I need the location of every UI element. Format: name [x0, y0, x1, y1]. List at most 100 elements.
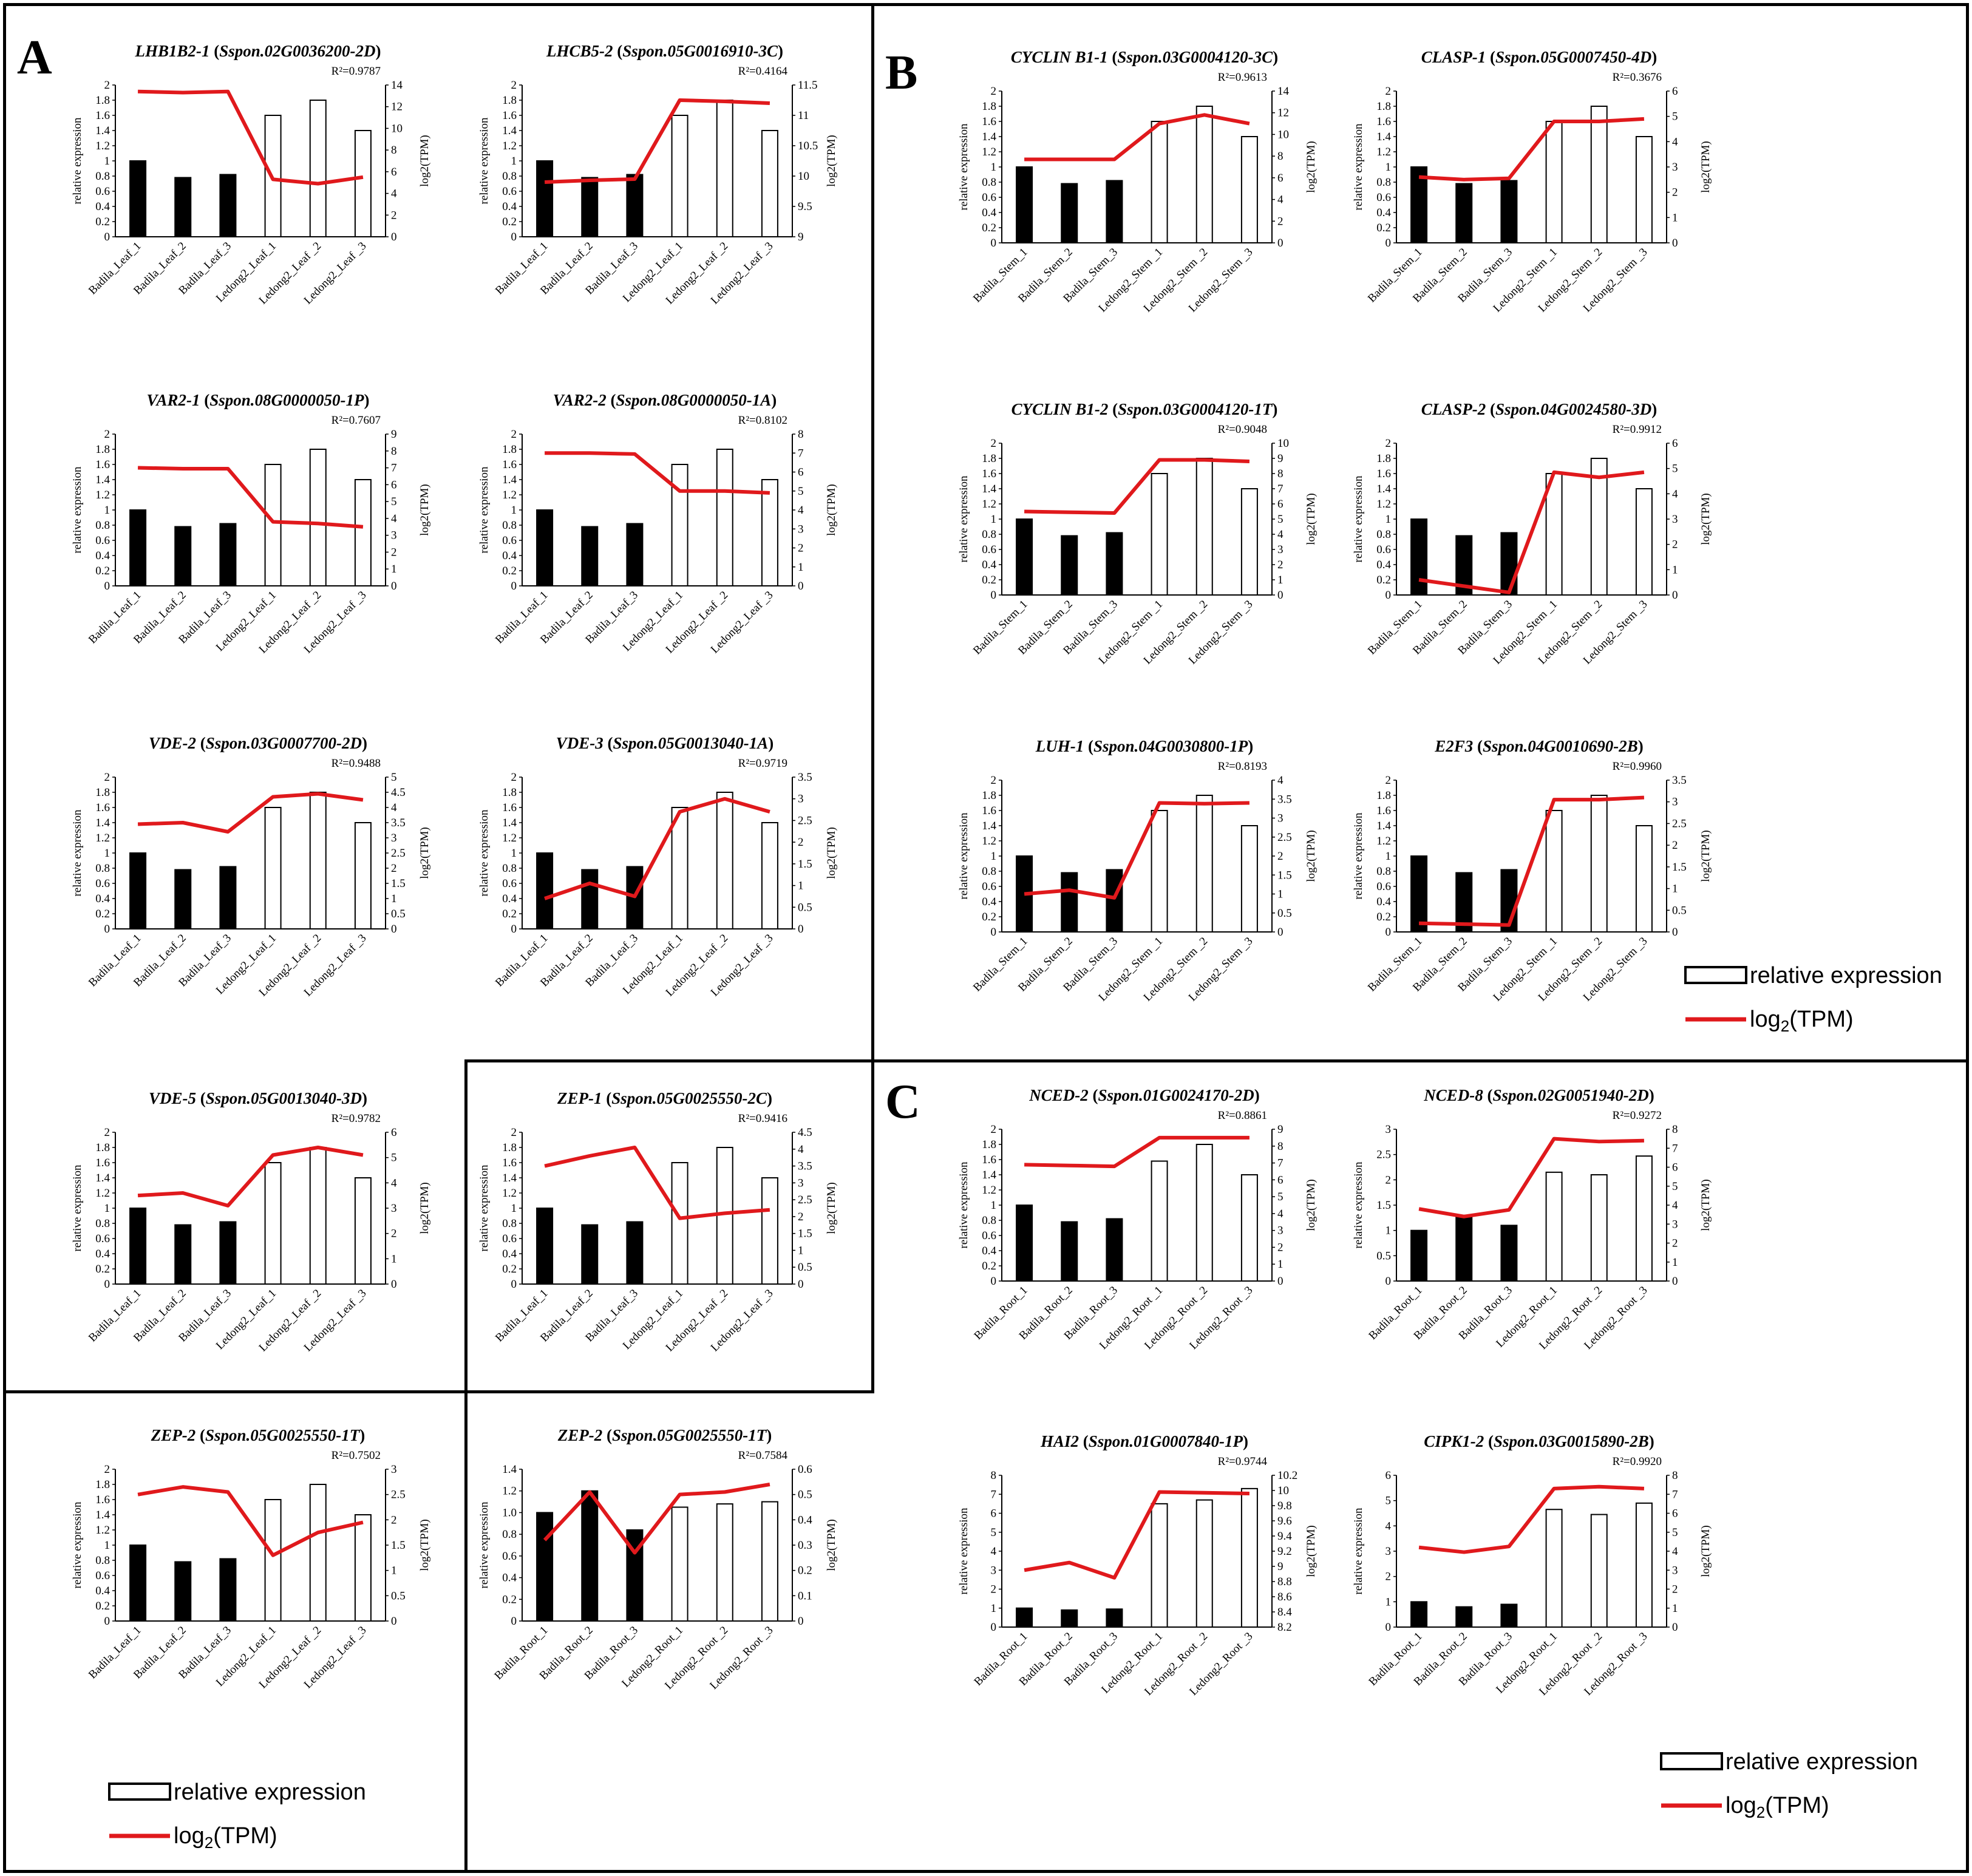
left-tick-label: 1: [1386, 513, 1392, 526]
chart-gene-name: LHCB5-2: [546, 42, 613, 60]
chart-svg: CLASP-2 (Sspon.04G0024580-3D) R²=0.9912 0 0…: [1352, 400, 1712, 667]
panel-label-c: C: [885, 1075, 920, 1129]
bar: [1410, 518, 1428, 596]
left-tick-label: 1.8: [982, 789, 996, 802]
right-tick-label: 9: [1277, 1560, 1284, 1573]
left-tick-label: 0: [991, 1275, 997, 1288]
chart-gene-id: Sspon.08G0000050-1P: [209, 391, 364, 409]
chart-gene-id: Sspon.01G0024170-2D: [1098, 1086, 1254, 1104]
left-tick-label: 0.2: [502, 1263, 517, 1276]
chart-luh-1: LUH-1 (Sspon.04G0030800-1P) R²=0.8193 0 0.2…: [932, 735, 1357, 1075]
right-tick-label: 3: [391, 1463, 397, 1476]
bar: [1410, 166, 1428, 243]
left-tick-label: 6: [991, 1507, 997, 1520]
bar: [1590, 1174, 1608, 1282]
right-tick-label: 3.5: [1277, 793, 1292, 806]
right-tick-label: 2.5: [1672, 817, 1687, 830]
bar: [129, 852, 147, 930]
left-tick-label: 1: [104, 155, 110, 168]
tpm-line: [1418, 1484, 1645, 1554]
y-axis-label: relative expression: [957, 1161, 970, 1248]
left-tick-label: 1.6: [1376, 467, 1391, 480]
tpm-line: [1419, 795, 1645, 927]
left-tick-label: 1: [104, 1539, 110, 1552]
left-tick-label: 0.8: [95, 519, 110, 532]
bar: [761, 479, 778, 586]
chart-title: VAR2-1 (Sspon.08G0000050-1P): [146, 391, 369, 409]
right-tick-label: 5: [391, 495, 397, 508]
right-tick-label: 0: [1277, 589, 1284, 602]
bar: [1061, 1609, 1078, 1628]
right-tick-label: 14: [391, 79, 403, 92]
left-tick-label: 0.2: [982, 222, 996, 234]
y-axis-label: relative expression: [71, 809, 84, 896]
bar: [716, 100, 733, 237]
chart-gene-name: CIPK1-2: [1424, 1432, 1484, 1450]
bar: [354, 822, 372, 930]
left-tick-label: 0.6: [982, 543, 996, 556]
right-tick-label: 2.5: [391, 847, 406, 860]
bar: [1016, 1205, 1033, 1282]
left-tick-label: 1.8: [1376, 789, 1391, 802]
legend-line-main: log: [1725, 1793, 1756, 1818]
chart-title-paren: ): [766, 1426, 772, 1444]
right-tick-label: 0: [1672, 1621, 1678, 1634]
right-tick-label: 10: [1277, 1484, 1289, 1497]
chart-title-paren: (: [1483, 1086, 1493, 1104]
left-tick-label: 0.4: [95, 1248, 110, 1260]
right-tick-label: 3: [1672, 796, 1678, 809]
left-tick-label: 0.6: [502, 185, 517, 198]
chart-vde-5: VDE-5 (Sspon.05G0013040-3D) R²=0.9782 0 0.2…: [46, 1087, 471, 1427]
left-tick-label: 2: [104, 1126, 110, 1139]
right-tick-label: 2: [391, 209, 397, 222]
bar: [354, 130, 372, 237]
left-tick-label: 1.4: [982, 131, 996, 143]
r2-label: R²=0.9048: [1218, 423, 1267, 436]
right-tick-label: 0.2: [798, 1565, 812, 1577]
y2-axis-label: log2(TPM): [1305, 830, 1318, 882]
right-tick-label: 6: [391, 166, 397, 178]
tpm-line: [137, 1146, 364, 1208]
right-tick-label: 4: [798, 504, 804, 517]
left-tick-label: 0: [991, 926, 997, 939]
left-tick-label: 1: [511, 504, 517, 517]
right-tick-label: 0: [1672, 237, 1678, 250]
right-tick-label: 5: [1672, 463, 1678, 475]
chart-title: VDE-5 (Sspon.05G0013040-3D): [149, 1089, 367, 1107]
right-tick-label: 6: [391, 478, 397, 491]
right-tick-label: 0: [798, 1278, 804, 1291]
left-tick-label: 1.8: [95, 1141, 110, 1154]
chart-svg: ZEP-2 (Sspon.05G0025550-1T) R²=0.7502 0 0.2…: [71, 1426, 431, 1691]
tpm-line: [545, 451, 770, 495]
right-tick-label: 9.2: [1277, 1545, 1292, 1558]
y-axis-label: relative expression: [478, 466, 491, 553]
chart-gene-id: Sspon.03G0007700-2D: [206, 734, 362, 752]
right-tick-label: 6: [798, 466, 804, 479]
bar: [1455, 1215, 1473, 1282]
chart-svg: CYCLIN B1-2 (Sspon.03G0004120-1T) R²=0.90…: [957, 400, 1318, 667]
chart-gene-id: Sspon.05G0025550-1T: [205, 1426, 361, 1444]
left-tick-label: 0.8: [1376, 528, 1391, 541]
right-tick-label: 0.5: [1672, 904, 1687, 917]
tpm-line: [137, 792, 364, 834]
chart-title-paren: (: [195, 1426, 205, 1444]
right-tick-label: 8.8: [1277, 1575, 1292, 1588]
left-tick-label: 1: [511, 1202, 517, 1215]
right-tick-label: 7: [798, 447, 804, 460]
bar: [626, 174, 644, 237]
chart-title-paren: ): [362, 734, 367, 752]
right-tick-label: 4: [391, 512, 397, 525]
chart-gene-name: ZEP-1: [557, 1089, 602, 1107]
chart-title: CLASP-2 (Sspon.04G0024580-3D): [1421, 400, 1657, 418]
right-tick-label: 11: [798, 109, 809, 122]
right-tick-label: 0: [798, 1615, 804, 1628]
chart-title-paren: ): [778, 42, 783, 60]
bar: [1106, 1608, 1123, 1628]
chart-svg: VDE-5 (Sspon.05G0013040-3D) R²=0.9782 0 0.2…: [71, 1089, 431, 1354]
left-tick-label: 0.6: [95, 1569, 110, 1582]
right-tick-label: 1: [798, 880, 804, 892]
chart-title: HAI2 (Sspon.01G0007840-1P): [1040, 1432, 1248, 1450]
right-tick-label: 8: [1672, 1123, 1678, 1136]
bar: [1500, 532, 1518, 596]
right-tick-label: 0: [391, 923, 397, 936]
